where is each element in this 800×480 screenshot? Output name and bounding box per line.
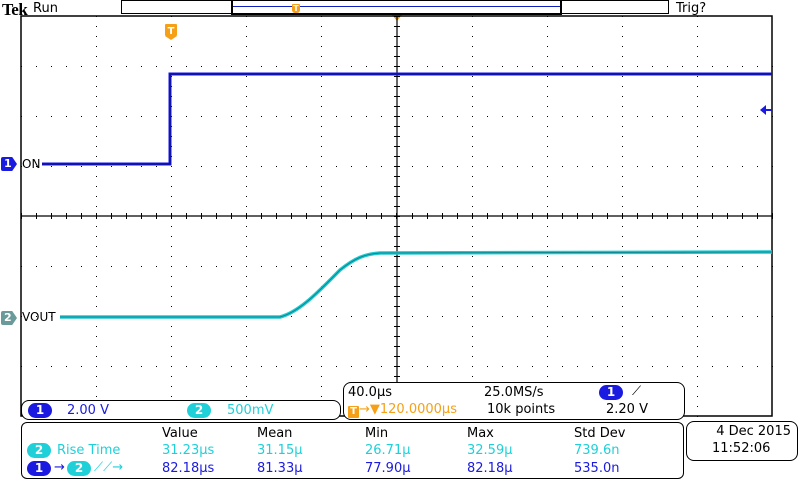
record-length: 10k points [487,402,556,417]
measurement-panel[interactable]: Value Mean Min Max Std Dev 2 Rise Time 3… [21,422,684,479]
ch2-label: VOUT [22,310,56,324]
meas1-min: 26.71µ [365,443,411,458]
ch1-waveform [42,72,772,166]
trigger-slope-icon: ⟋ [632,384,642,399]
meas2-mean: 81.33µ [257,461,303,476]
horizontal-scale[interactable]: 40.0µs [348,385,392,400]
trigger-level[interactable]: 2.20 V [606,402,648,417]
meas2-std-dev: 535.0n [574,461,620,476]
channel-scale-panel[interactable]: 1 2.00 V 2 500mV [21,400,341,420]
col-header-min: Min [365,426,389,441]
record-trace-line [233,6,560,7]
acquisition-state[interactable]: Run [33,1,58,16]
sample-rate: 25.0MS/s [484,385,544,400]
col-header-std-dev: Std Dev [574,426,626,441]
meas1-name: Rise Time [57,443,121,458]
record-trigger-marker-icon: T [292,4,300,13]
ch2-badge[interactable]: 2 [187,403,211,418]
meas2-max: 82.18µ [467,461,513,476]
trigger-state: Trig? [676,1,707,16]
meas1-value: 31.23µs [162,443,215,458]
datetime-panel[interactable]: 4 Dec 2015 11:52:06 [686,421,798,461]
trigger-source-badge[interactable]: 1 [599,385,623,400]
trigger-level-icon [760,105,766,115]
ch1-scale[interactable]: 2.00 V [67,403,109,418]
timebase-panel[interactable]: 40.0µs 25.0MS/s 1 ⟋ T →▼120.0000µs 10k po… [343,382,685,420]
tek-logo: Tek [2,0,28,19]
delay-edges-icon: ⟋⟋→ [94,460,124,475]
trigger-delay-arrow-icon: →▼ [359,402,380,417]
meas1-max: 32.59µ [467,443,513,458]
meas1-source-badge: 2 [27,443,51,458]
trigger-marker-icon: T [348,406,359,418]
ch1-label: ON [22,157,41,171]
ch1-badge[interactable]: 1 [28,403,52,418]
meas2-source2-badge: 2 [67,461,91,476]
date: 4 Dec 2015 [716,424,791,439]
trigger-delay-value: 120.0000µs [379,402,457,417]
ch2-ground-marker[interactable]: 2 [1,311,17,325]
trigger-delay[interactable]: T →▼120.0000µs [348,402,457,418]
ch2-scale[interactable]: 500mV [227,403,274,418]
ch2-waveform [60,250,773,319]
meas2-min: 77.90µ [365,461,411,476]
meas2-source1-badge: 1 [27,461,51,476]
col-header-max: Max [467,426,494,441]
ch1-ground-marker[interactable]: 1 [1,157,17,171]
arrow-icon: → [54,460,65,475]
trigger-position-icon: T [165,24,177,40]
col-header-value: Value [162,426,198,441]
svg-text:T: T [168,26,175,37]
record-view-window[interactable] [231,0,562,15]
meas1-std-dev: 739.6n [574,443,620,458]
col-header-mean: Mean [257,426,293,441]
meas1-mean: 31.15µ [257,443,303,458]
time: 11:52:06 [712,441,771,456]
meas2-value: 82.18µs [162,461,215,476]
